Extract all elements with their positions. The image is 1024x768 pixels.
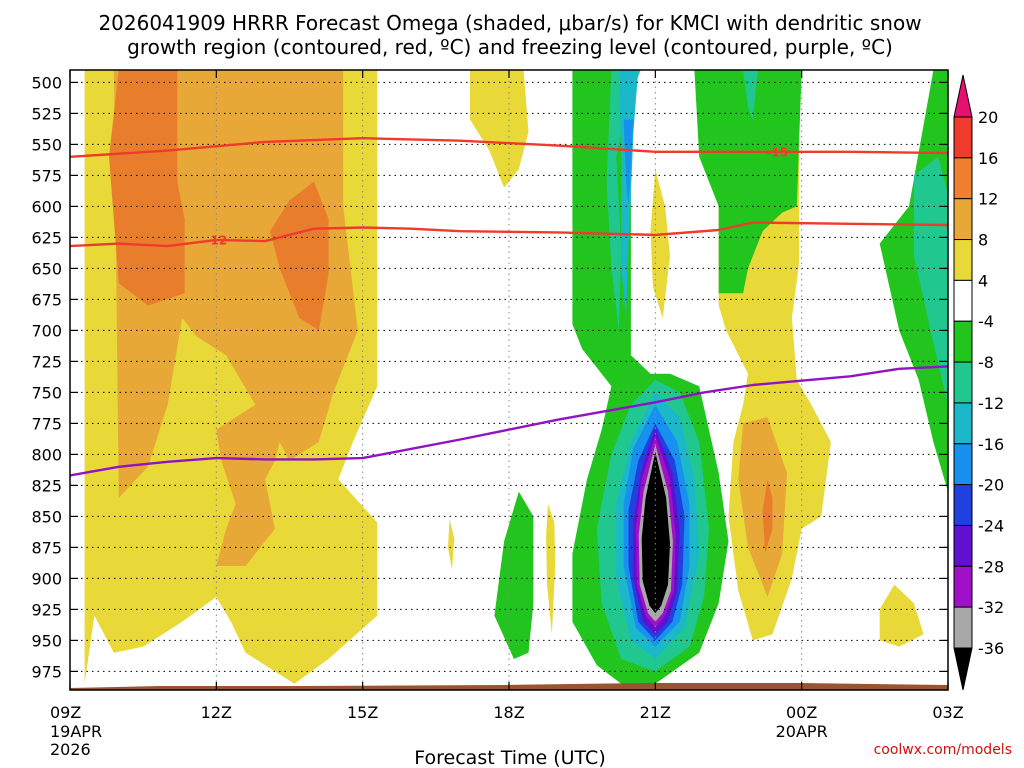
omega-4to8-1645z bbox=[448, 518, 455, 570]
colorbar-label: 20 bbox=[978, 108, 998, 127]
x-tick-label: 15Z bbox=[347, 703, 378, 722]
omega-n8to-12 bbox=[606, 70, 641, 331]
site-credit: coolwx.com/models bbox=[874, 742, 1012, 758]
contour-layer: -15 -12 bbox=[70, 136, 948, 477]
colorbar-label: -32 bbox=[978, 598, 1004, 617]
y-tick-label: 625 bbox=[31, 228, 62, 247]
colorbar-label: -16 bbox=[978, 435, 1004, 454]
omega-4to8-1830z bbox=[546, 504, 556, 635]
colorbar-label: -36 bbox=[978, 639, 1004, 658]
omega-4to8-1745z bbox=[470, 70, 529, 188]
y-tick-label: 800 bbox=[31, 445, 62, 464]
colorbar-cap-bottom bbox=[953, 647, 973, 691]
colorbar-label: -28 bbox=[978, 557, 1004, 576]
x-tick-label: 18Z bbox=[493, 703, 524, 722]
y-tick-label: 550 bbox=[31, 135, 62, 154]
y-tick-label: 750 bbox=[31, 383, 62, 402]
x-tick-date: 19APR bbox=[50, 722, 102, 741]
y-tick-label: 650 bbox=[31, 259, 62, 278]
colorbar: 20 16 12 8 4 -4 -8 -12 -16 -20 -24 -28 -32 -36 bbox=[953, 74, 1004, 691]
colorbar-label: 4 bbox=[978, 271, 988, 290]
y-tick-label: 900 bbox=[31, 569, 62, 588]
y-tick-label: 600 bbox=[31, 197, 62, 216]
colorbar-label: -24 bbox=[978, 516, 1004, 535]
omega-12to16-a bbox=[109, 70, 185, 306]
dgz-upper-contour bbox=[70, 136, 948, 158]
dgz-upper-contour-label: -15 bbox=[766, 145, 788, 159]
dgz-lower-contour-label: -12 bbox=[205, 233, 227, 247]
colorbar-bin bbox=[953, 279, 973, 322]
omega-shading-layer bbox=[84, 70, 948, 684]
colorbar-label: 16 bbox=[978, 149, 998, 168]
y-tick-label: 575 bbox=[31, 166, 62, 185]
y-tick-label: 700 bbox=[31, 321, 62, 340]
x-tick-label: 03Z bbox=[932, 703, 963, 722]
colorbar-bin bbox=[953, 361, 973, 404]
colorbar-bin bbox=[953, 239, 973, 281]
x-tick-year: 2026 bbox=[50, 740, 91, 759]
x-tick-label: 00Z bbox=[786, 703, 817, 722]
omega-below-36 bbox=[641, 451, 670, 614]
omega-n4to-8-north bbox=[694, 70, 802, 294]
omega-4to8-0100z bbox=[879, 584, 924, 647]
colorbar-bin bbox=[953, 198, 973, 241]
y-tick-label: 950 bbox=[31, 631, 62, 650]
colorbar-bin bbox=[953, 524, 973, 567]
colorbar-bin bbox=[953, 443, 973, 486]
colorbar-label: -8 bbox=[978, 353, 994, 372]
dgz-lower-contour bbox=[70, 221, 948, 248]
x-tick-date: 20APR bbox=[776, 722, 828, 741]
y-tick-label: 500 bbox=[31, 73, 62, 92]
colorbar-bin bbox=[953, 320, 973, 363]
omega-n16to-20 bbox=[623, 119, 634, 207]
colorbar-bin bbox=[953, 402, 973, 445]
colorbar-label: -20 bbox=[978, 476, 1004, 495]
x-tick-label: 21Z bbox=[640, 703, 671, 722]
y-tick-label: 850 bbox=[31, 507, 62, 526]
y-tick-label: 925 bbox=[31, 600, 62, 619]
y-tick-label: 675 bbox=[31, 290, 62, 309]
omega-n4to-8-1800z bbox=[494, 491, 534, 659]
colorbar-bin bbox=[953, 116, 973, 159]
plot-area: -15 -12 bbox=[70, 70, 948, 690]
colorbar-bin bbox=[953, 157, 973, 200]
pressure-axis: 500 525 550 575 600 625 650 675 700 725 750 775 800 8… bbox=[31, 73, 948, 681]
colorbar-label: -12 bbox=[978, 394, 1004, 413]
chart-title-line-2: growth region (contoured, red, ºC) and f… bbox=[127, 35, 893, 59]
chart-title-line-1: 2026041909 HRRR Forecast Omega (shaded, … bbox=[98, 11, 921, 35]
y-tick-label: 825 bbox=[31, 476, 62, 495]
y-tick-label: 775 bbox=[31, 414, 62, 433]
gridlines bbox=[70, 70, 948, 690]
colorbar-label: 12 bbox=[978, 190, 998, 209]
omega-12to16-b bbox=[270, 181, 329, 331]
y-tick-label: 725 bbox=[31, 352, 62, 371]
colorbar-label: -4 bbox=[978, 312, 994, 331]
omega-4to8-2100z bbox=[650, 169, 670, 318]
colorbar-label: 8 bbox=[978, 231, 988, 250]
colorbar-bin bbox=[953, 606, 973, 649]
y-tick-label: 975 bbox=[31, 662, 62, 681]
x-axis-title: Forecast Time (UTC) bbox=[414, 747, 605, 768]
x-tick-label: 09Z bbox=[50, 703, 81, 722]
omega-12to16-c bbox=[762, 479, 773, 554]
freezing-level-contour bbox=[70, 365, 948, 477]
omega-n8to-12-east bbox=[913, 156, 948, 405]
y-tick-label: 875 bbox=[31, 538, 62, 557]
omega-8to12-2300z bbox=[738, 417, 787, 597]
y-tick-label: 525 bbox=[31, 104, 62, 123]
colorbar-bin bbox=[953, 565, 973, 608]
x-tick-label: 12Z bbox=[201, 703, 232, 722]
colorbar-bin bbox=[953, 484, 973, 526]
